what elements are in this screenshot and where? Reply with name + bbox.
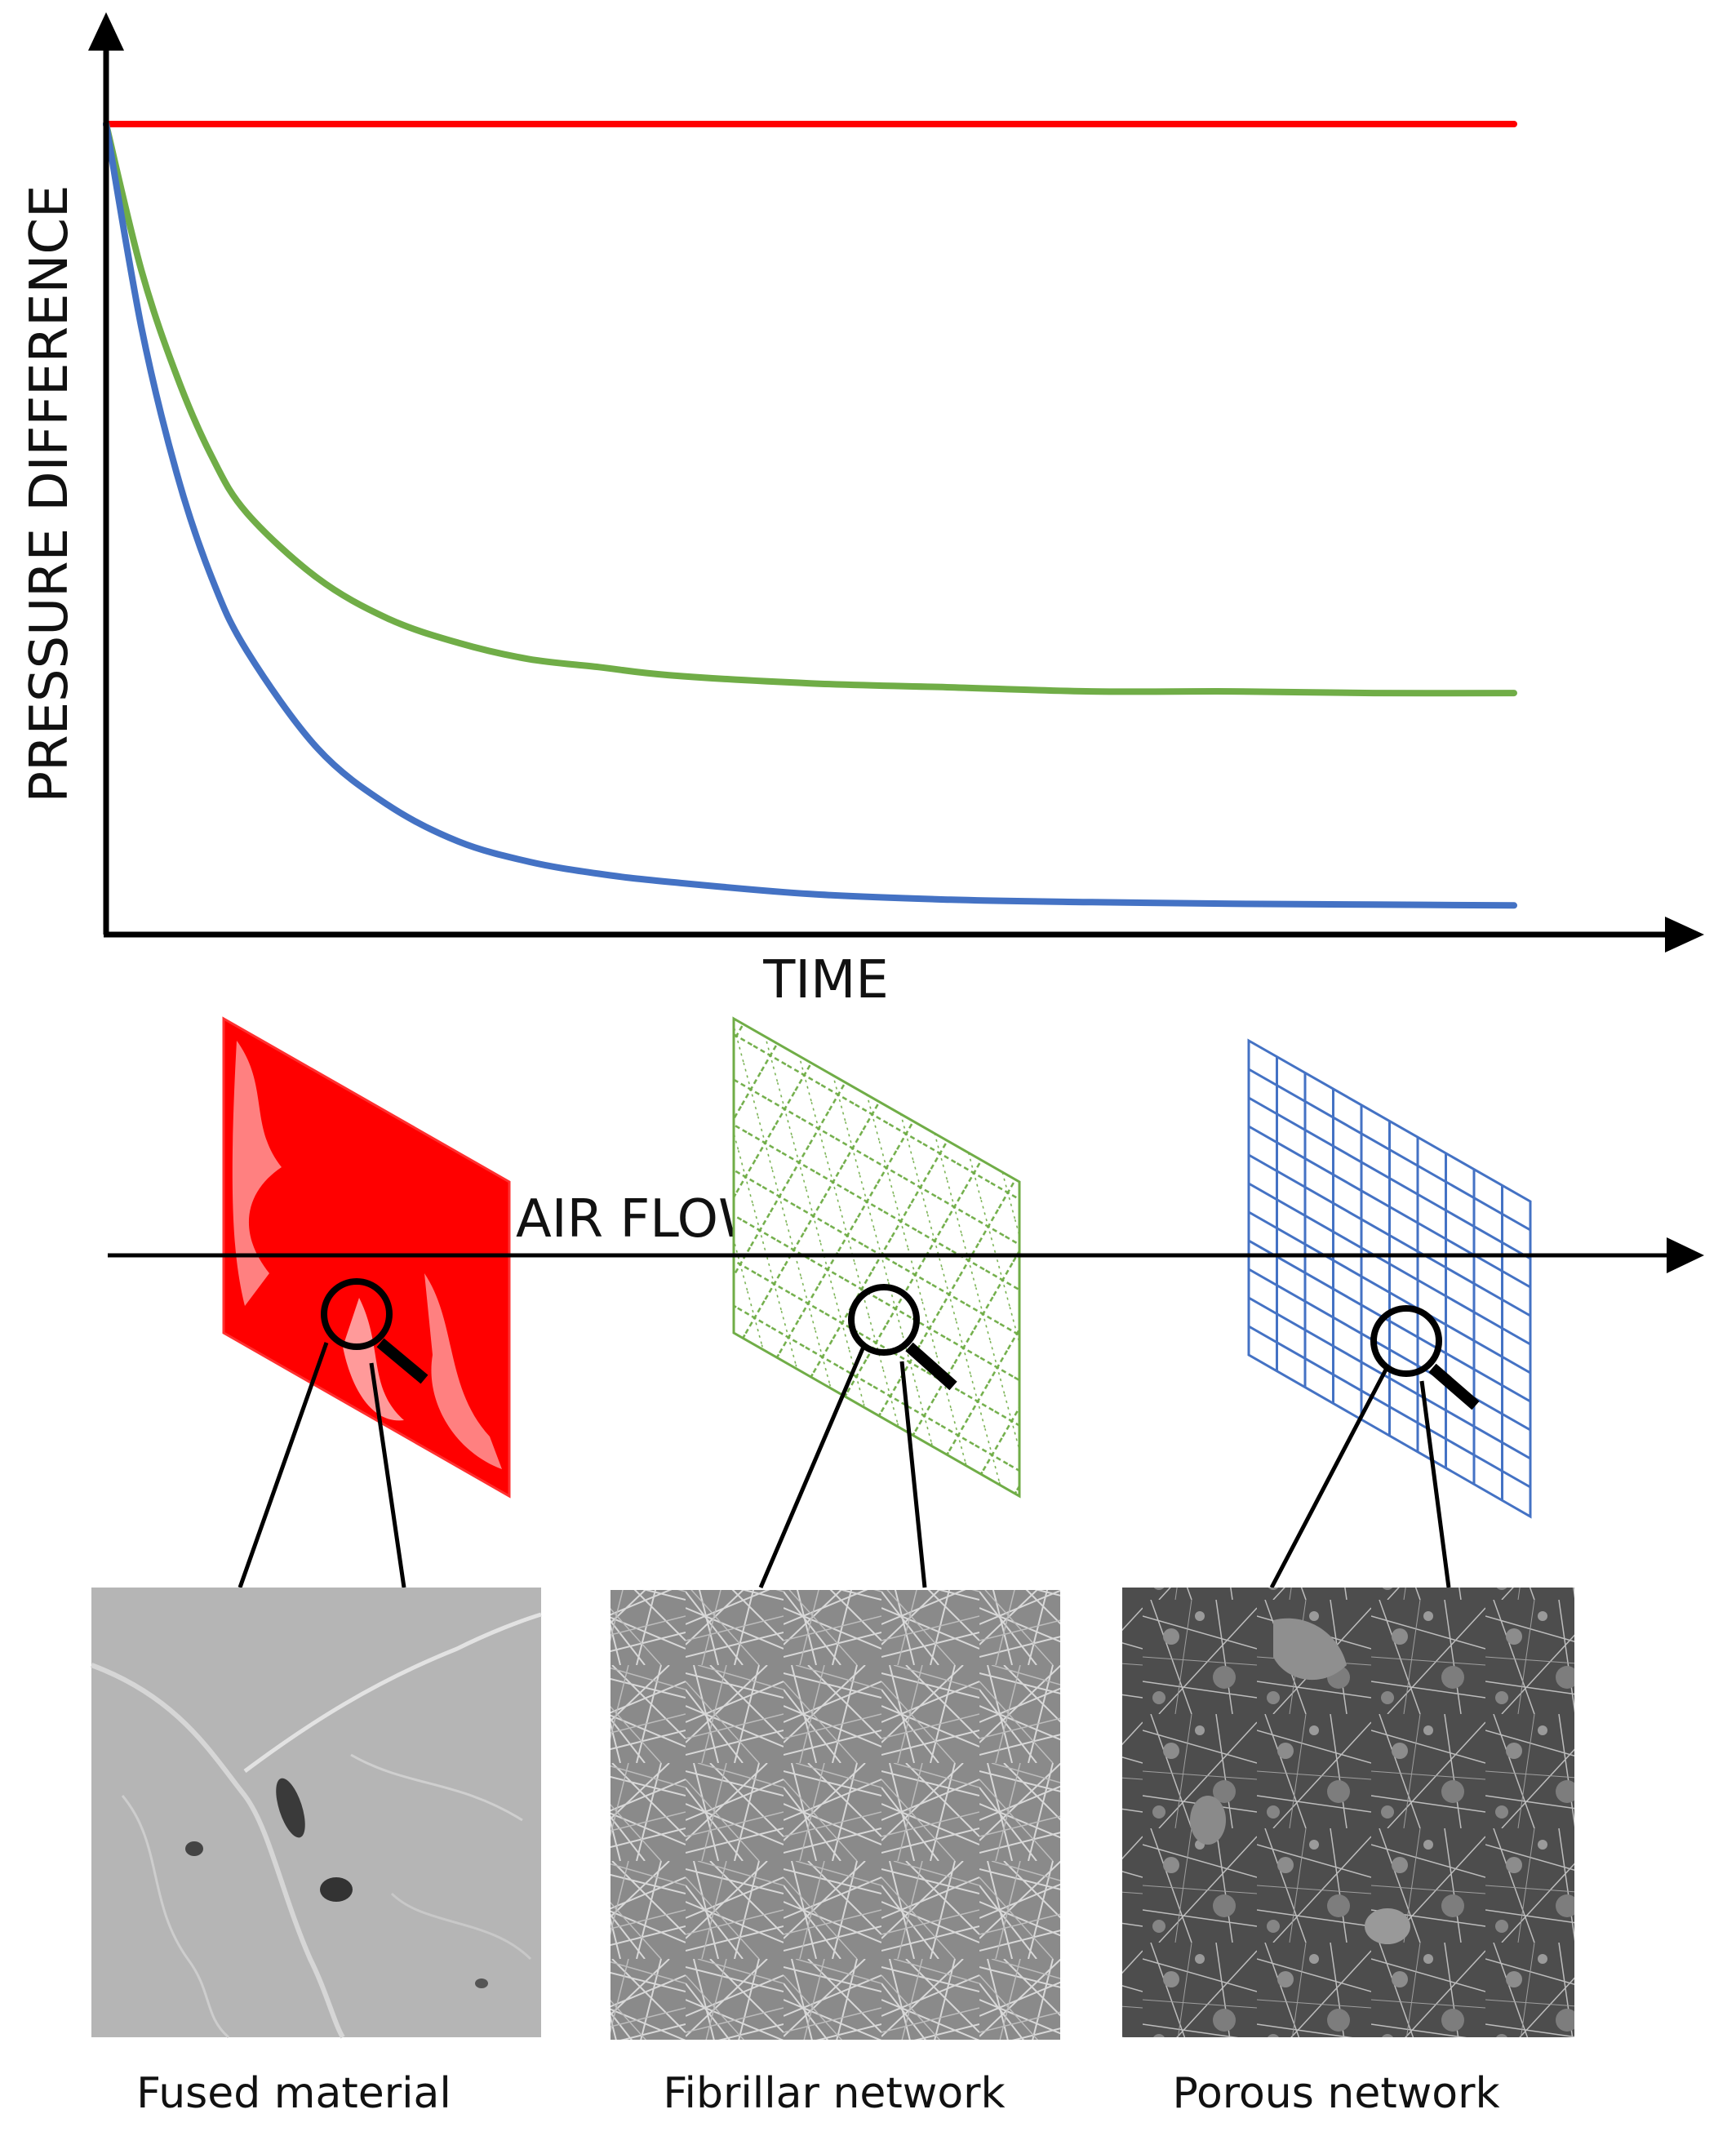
magnifier-icon (848, 1284, 920, 1356)
series-layer (103, 120, 1517, 909)
caption-porous: Porous network (1172, 2069, 1499, 2118)
grid-line (1248, 1210, 1531, 1374)
magnifier-porous (1269, 1305, 1480, 1589)
grid-line (1248, 1153, 1531, 1317)
grid-line (1248, 1325, 1531, 1489)
y-axis-arrow (88, 12, 124, 51)
grid-line (1248, 1068, 1531, 1232)
airflow-arrow-head (1667, 1237, 1704, 1273)
pressure-time-chart: PRESSURE DIFFERENCE TIME (20, 12, 1704, 1010)
fused-highlight (343, 1298, 404, 1421)
magnifier-handle (1428, 1363, 1480, 1410)
magnifier-fused (238, 1278, 428, 1588)
grid-line (1248, 1125, 1531, 1289)
grid-line (1248, 1182, 1531, 1346)
caption-fused: Fused material (136, 2069, 451, 2118)
porous-grid (1248, 1056, 1531, 1500)
airflow-label: AIR FLOW (516, 1189, 770, 1250)
y-axis-label: PRESSURE DIFFERENCE (20, 185, 80, 803)
magnifier-icon (321, 1278, 393, 1350)
panel-porous (1247, 1038, 1532, 1519)
caption-fibrillar: Fibrillar network (663, 2069, 1005, 2118)
magnifier-fibrillar (758, 1284, 957, 1588)
series-blue (103, 121, 1517, 909)
fused-highlight (424, 1273, 502, 1469)
grid-line (1248, 1296, 1531, 1460)
micrograph-porous (1122, 1588, 1574, 2037)
micrograph-fibrillar (610, 1590, 1060, 2040)
micrograph-fused (90, 1588, 542, 2039)
x-axis-label: TIME (762, 950, 889, 1010)
grid-line (1248, 1096, 1531, 1260)
airflow: AIR FLOW (516, 1189, 770, 1250)
x-axis-arrow (1665, 917, 1704, 953)
magnifier-handle (376, 1338, 428, 1384)
series-green (103, 121, 1517, 697)
magnifier-handle (905, 1342, 957, 1391)
grid-line (1248, 1239, 1531, 1403)
fused-highlight (232, 1041, 282, 1306)
magnifier-icon (1370, 1305, 1442, 1377)
grid-line (1248, 1268, 1531, 1432)
